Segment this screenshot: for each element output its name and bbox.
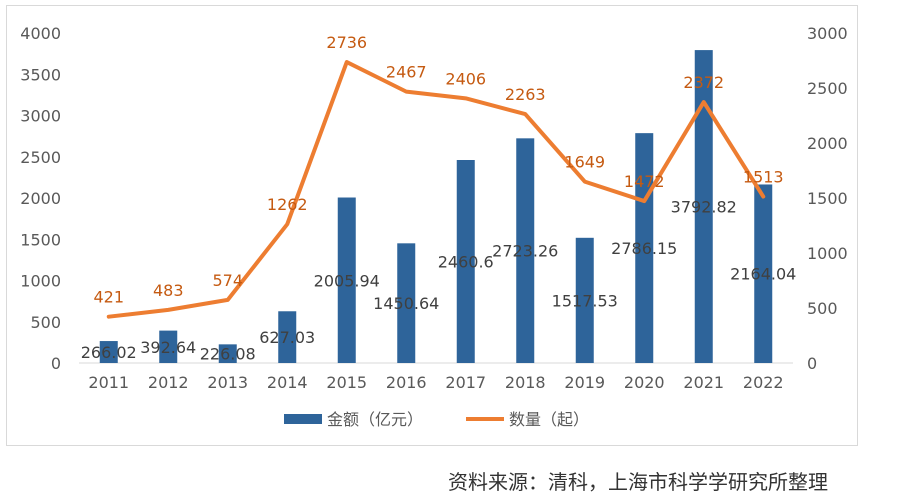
bar-data-label: 627.03	[259, 328, 315, 347]
left-axis-ticks: 0 500 1000 1500 2000 2500 3000 3500 4000	[20, 24, 61, 373]
line-data-label: 1472	[624, 172, 665, 191]
bar-series	[99, 50, 773, 364]
left-tick-label: 2500	[20, 148, 61, 167]
bar	[456, 160, 475, 363]
bar	[278, 311, 297, 363]
right-tick-label: 1500	[807, 189, 848, 208]
x-tick-label: 2018	[505, 373, 546, 392]
x-axis-ticks: 2011 2012 2013 2014 2015 2016 2017 2018 2019 2020…	[88, 373, 783, 392]
bar-data-label: 2164.04	[730, 265, 796, 284]
bar-data-label: 2005.94	[314, 271, 380, 290]
bar-data-label: 1517.53	[552, 291, 618, 310]
x-tick-label: 2020	[624, 373, 665, 392]
left-tick-label: 2000	[20, 189, 61, 208]
left-tick-label: 1500	[20, 230, 61, 249]
bar	[516, 138, 535, 363]
right-tick-label: 2000	[807, 134, 848, 153]
bar-data-label: 226.08	[200, 345, 256, 364]
left-tick-label: 0	[51, 354, 61, 373]
bar-data-label: 2723.26	[492, 242, 558, 261]
bar	[575, 237, 594, 363]
line-data-label: 1649	[564, 153, 605, 172]
bar	[218, 344, 237, 363]
bar	[694, 50, 713, 364]
bar	[159, 330, 178, 363]
bar-data-label: 2460.6	[438, 253, 494, 272]
x-tick-label: 2017	[445, 373, 486, 392]
left-tick-label: 4000	[20, 24, 61, 43]
chart-svg: 0 500 1000 1500 2000 2500 3000 3500 4000 0 500 100…	[20, 24, 848, 429]
legend-line-label: 数量（起）	[509, 410, 589, 429]
x-tick-label: 2022	[743, 373, 784, 392]
x-tick-label: 2016	[386, 373, 427, 392]
bar-data-label: 3792.82	[671, 198, 737, 217]
right-tick-label: 2500	[807, 79, 848, 98]
line-data-label: 1262	[267, 195, 308, 214]
bar	[754, 184, 773, 363]
line-data-label: 2372	[683, 73, 724, 92]
line-data-label: 2406	[445, 69, 486, 88]
x-tick-label: 2011	[88, 373, 129, 392]
right-tick-label: 500	[807, 299, 838, 318]
bar	[99, 341, 118, 363]
left-tick-label: 500	[30, 313, 61, 332]
line-data-label: 483	[153, 281, 184, 300]
bar-data-label: 1450.64	[373, 294, 439, 313]
x-tick-label: 2014	[267, 373, 308, 392]
x-tick-label: 2013	[207, 373, 248, 392]
right-tick-label: 3000	[807, 24, 848, 43]
line-data-label: 421	[93, 288, 124, 307]
legend-bar-swatch	[284, 414, 322, 424]
legend: 金额（亿元） 数量（起）	[284, 410, 589, 429]
line-data-label: 2467	[386, 63, 427, 82]
x-tick-label: 2015	[326, 373, 367, 392]
left-tick-label: 1000	[20, 272, 61, 291]
bar	[397, 243, 416, 363]
chart-frame: 0 500 1000 1500 2000 2500 3000 3500 4000 0 500 100…	[6, 5, 858, 446]
line-data-label: 2736	[326, 33, 367, 52]
bar-data-label: 2786.15	[611, 239, 677, 258]
left-tick-label: 3500	[20, 65, 61, 84]
x-tick-label: 2021	[683, 373, 724, 392]
line-series	[106, 60, 766, 319]
right-tick-label: 0	[807, 354, 817, 373]
bar-data-label: 392.64	[140, 338, 196, 357]
source-note: 资料来源：清科，上海市科学学研究所整理	[448, 470, 828, 494]
line-data-label: 574	[212, 271, 243, 290]
legend-bar-label: 金额（亿元）	[327, 410, 423, 429]
line-data-label: 2263	[505, 85, 546, 104]
x-tick-label: 2012	[148, 373, 189, 392]
right-axis-ticks: 0 500 1000 1500 2000 2500 3000	[807, 24, 848, 373]
bar-data-label: 266.02	[81, 343, 137, 362]
x-tick-label: 2019	[564, 373, 605, 392]
line-data-label: 1513	[743, 168, 784, 187]
left-tick-label: 3000	[20, 107, 61, 126]
right-tick-label: 1000	[807, 244, 848, 263]
line-data-labels: 421 483 574 1262 2736 2467 2406 2263 1649 1472 237…	[93, 33, 783, 307]
bar	[337, 197, 356, 363]
